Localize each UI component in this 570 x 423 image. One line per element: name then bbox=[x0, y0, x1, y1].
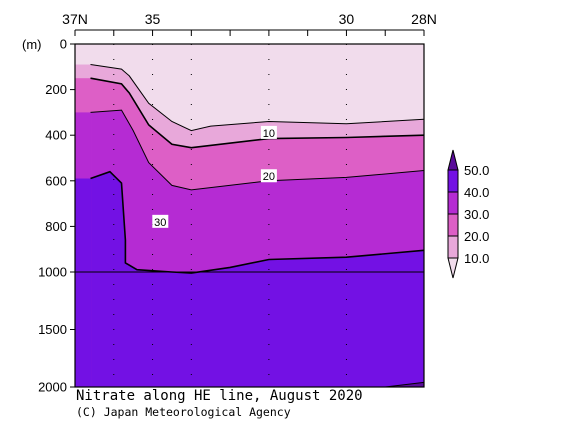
y-axis: 0 200 400 600 800 1000 1500 2000 bbox=[38, 37, 75, 395]
contour-10-20 bbox=[90, 64, 424, 132]
station-marks bbox=[113, 44, 347, 387]
contour->50 bbox=[385, 381, 424, 387]
x-tick-label: 35 bbox=[145, 11, 161, 27]
y-tick-label: 600 bbox=[45, 173, 67, 188]
credit-line: (C) Japan Meteorological Agency bbox=[76, 405, 291, 419]
y-tick-label: 2000 bbox=[38, 380, 67, 395]
y-tick-label: 400 bbox=[45, 128, 67, 143]
contour-label-bg bbox=[260, 169, 277, 183]
y-tick-label: 800 bbox=[45, 219, 67, 234]
x-axis: 37N 35 30 28N bbox=[62, 11, 437, 36]
x-tick-label: 28N bbox=[411, 11, 437, 27]
plot-frame bbox=[74, 43, 425, 388]
contour-label-bg bbox=[152, 214, 169, 228]
colorbar-segment bbox=[447, 191, 459, 215]
colorbar-label: 30.0 bbox=[464, 207, 489, 222]
colorbar-segment bbox=[447, 169, 459, 193]
depth-unit-label: (m) bbox=[22, 37, 42, 52]
band-edge bbox=[75, 178, 92, 387]
x-tick-label: 37N bbox=[62, 11, 88, 27]
x-tick-label: 30 bbox=[339, 11, 355, 27]
contour-label-bg bbox=[260, 125, 277, 139]
colorbar-label: 40.0 bbox=[464, 185, 489, 200]
contour-40-50 bbox=[90, 170, 424, 274]
y-tick-label: 1500 bbox=[38, 322, 67, 337]
contour-20-30 bbox=[90, 77, 424, 149]
colorbar-label: 10.0 bbox=[464, 251, 489, 266]
colorbar-label: 20.0 bbox=[464, 229, 489, 244]
band-40-50 bbox=[90, 171, 424, 387]
contour-label: 20 bbox=[263, 171, 275, 183]
fill-bands bbox=[75, 64, 424, 387]
y-tick-label: 0 bbox=[60, 37, 67, 52]
contour-30-40 bbox=[90, 109, 424, 191]
y-tick-label: 1000 bbox=[38, 265, 67, 280]
y-tick-label: 200 bbox=[45, 82, 67, 97]
colorbar-segment bbox=[447, 235, 459, 259]
colorbar-label: 50.0 bbox=[464, 163, 489, 178]
colorbar-bottom-arrow bbox=[447, 257, 459, 279]
contour-label: 10 bbox=[263, 128, 275, 140]
colorbar-legend: 50.0 40.0 30.0 20.0 10.0 bbox=[447, 149, 489, 279]
chart-title: Nitrate along HE line, August 2020 bbox=[76, 388, 363, 404]
contour-lines bbox=[75, 64, 424, 387]
contour-value-labels: 10 20 30 bbox=[152, 125, 277, 229]
plot-area bbox=[75, 44, 424, 387]
colorbar-top-arrow bbox=[447, 149, 459, 171]
contour-label: 30 bbox=[154, 217, 166, 229]
colorbar-segment bbox=[447, 213, 459, 237]
